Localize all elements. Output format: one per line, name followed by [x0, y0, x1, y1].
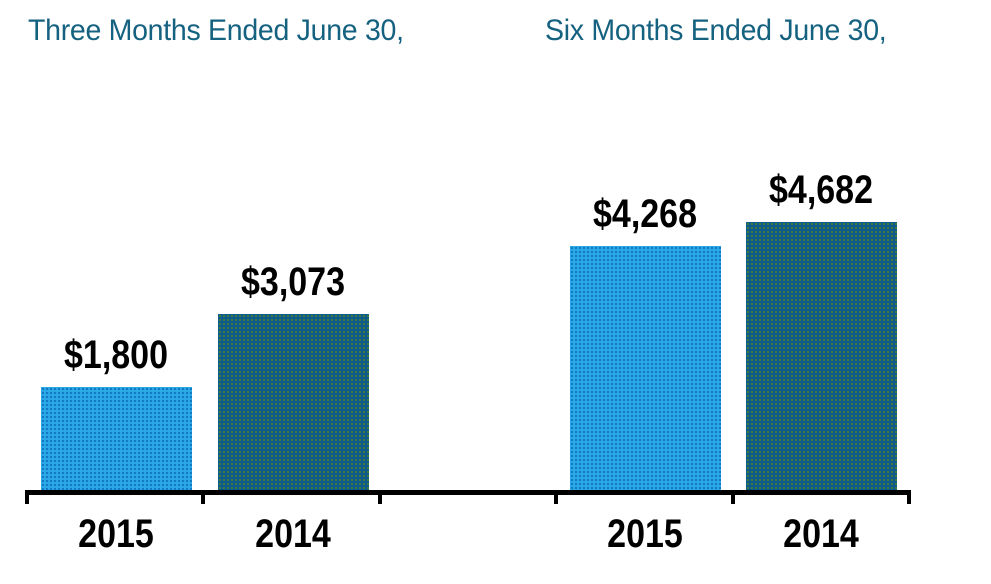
value-label-three-months-2015: $1,800 — [64, 333, 168, 377]
x-tick-label-six-months-2014: 2014 — [783, 512, 859, 556]
x-axis-tick-1 — [201, 490, 205, 504]
bar-three-months-2015 — [41, 387, 192, 490]
x-axis-tick-4 — [731, 490, 735, 504]
value-label-three-months-2014: $3,073 — [241, 260, 345, 304]
x-tick-label-six-months-2015: 2015 — [607, 512, 683, 556]
bar-six-months-2015 — [570, 246, 721, 490]
x-axis-line — [25, 490, 911, 495]
group-title-six-months: Six Months Ended June 30, — [545, 14, 887, 47]
x-axis-tick-3 — [554, 490, 558, 504]
bar-six-months-2014 — [746, 222, 897, 490]
x-tick-label-three-months-2014: 2014 — [255, 512, 331, 556]
group-title-three-months: Three Months Ended June 30, — [28, 14, 404, 47]
x-axis-tick-0 — [25, 490, 29, 504]
x-axis-tick-5 — [907, 490, 911, 504]
value-label-six-months-2014: $4,682 — [769, 168, 873, 212]
x-axis-tick-2 — [378, 490, 382, 504]
value-label-six-months-2015: $4,268 — [593, 192, 697, 236]
bar-three-months-2014 — [218, 314, 369, 490]
x-tick-label-three-months-2015: 2015 — [78, 512, 154, 556]
